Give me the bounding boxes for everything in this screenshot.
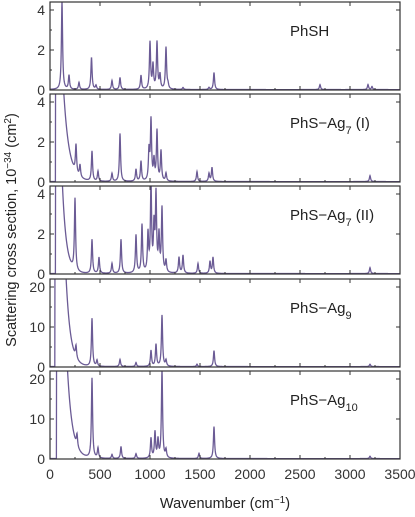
panel-label: PhSH xyxy=(290,23,329,40)
panel-frame xyxy=(49,185,401,275)
spectrum-line xyxy=(50,94,400,182)
y-tick-label: 20 xyxy=(29,279,45,295)
panel-frame xyxy=(49,93,401,183)
x-axis-title: Wavenumber (cm−1) xyxy=(160,495,290,513)
y-tick-label: 0 xyxy=(37,82,45,98)
panel-frame xyxy=(49,278,401,368)
panel-label: PhS−Ag7 (II) xyxy=(290,207,374,229)
y-tick-label: 0 xyxy=(37,266,45,282)
x-tick-label: 3000 xyxy=(334,466,365,482)
spectrum-line xyxy=(50,2,400,90)
spectrum-line xyxy=(50,186,400,274)
panel-4: 0 10 20 PhS−Ag9 xyxy=(29,278,401,375)
y-tick-label: 2 xyxy=(37,134,45,150)
y-tick-label: 4 xyxy=(37,94,45,110)
x-tick-label: 1000 xyxy=(134,466,165,482)
y-tick-label: 0 xyxy=(37,359,45,375)
panel-label: PhS−Ag7 (I) xyxy=(290,115,370,137)
y-axis-title: Scattering cross section, 10−34 (cm2) xyxy=(3,113,21,347)
y-tick-label: 4 xyxy=(37,2,45,18)
y-tick-label: 10 xyxy=(29,411,45,427)
x-tick-label: 1500 xyxy=(184,466,215,482)
y-tick-label: 2 xyxy=(37,226,45,242)
spectrum-line xyxy=(50,371,400,459)
x-tick-label: 2000 xyxy=(234,466,265,482)
panel-frame xyxy=(49,370,401,460)
x-tick-label: 2500 xyxy=(284,466,315,482)
panel-1: 0 2 4 PhSH xyxy=(37,1,401,98)
panel-5: 0 10 20 PhS−Ag10 0 500 1000 1500 2000 2500 3000 350… xyxy=(29,370,415,482)
panel-3: 0 2 4 PhS−Ag7 (II) xyxy=(37,185,401,282)
panel-label: PhS−Ag10 xyxy=(290,392,358,414)
panel-frame xyxy=(49,1,401,91)
y-tick-label: 0 xyxy=(37,451,45,467)
x-tick-label: 3500 xyxy=(384,466,415,482)
y-tick-label: 2 xyxy=(37,42,45,58)
x-tick-label: 500 xyxy=(88,466,112,482)
spectrum-line xyxy=(50,279,400,367)
y-tick-label: 4 xyxy=(37,186,45,202)
y-tick-label: 0 xyxy=(37,174,45,190)
x-tick-label: 0 xyxy=(46,466,54,482)
y-tick-label: 20 xyxy=(29,371,45,387)
y-tick-label: 10 xyxy=(29,319,45,335)
panel-label: PhS−Ag9 xyxy=(290,300,352,322)
